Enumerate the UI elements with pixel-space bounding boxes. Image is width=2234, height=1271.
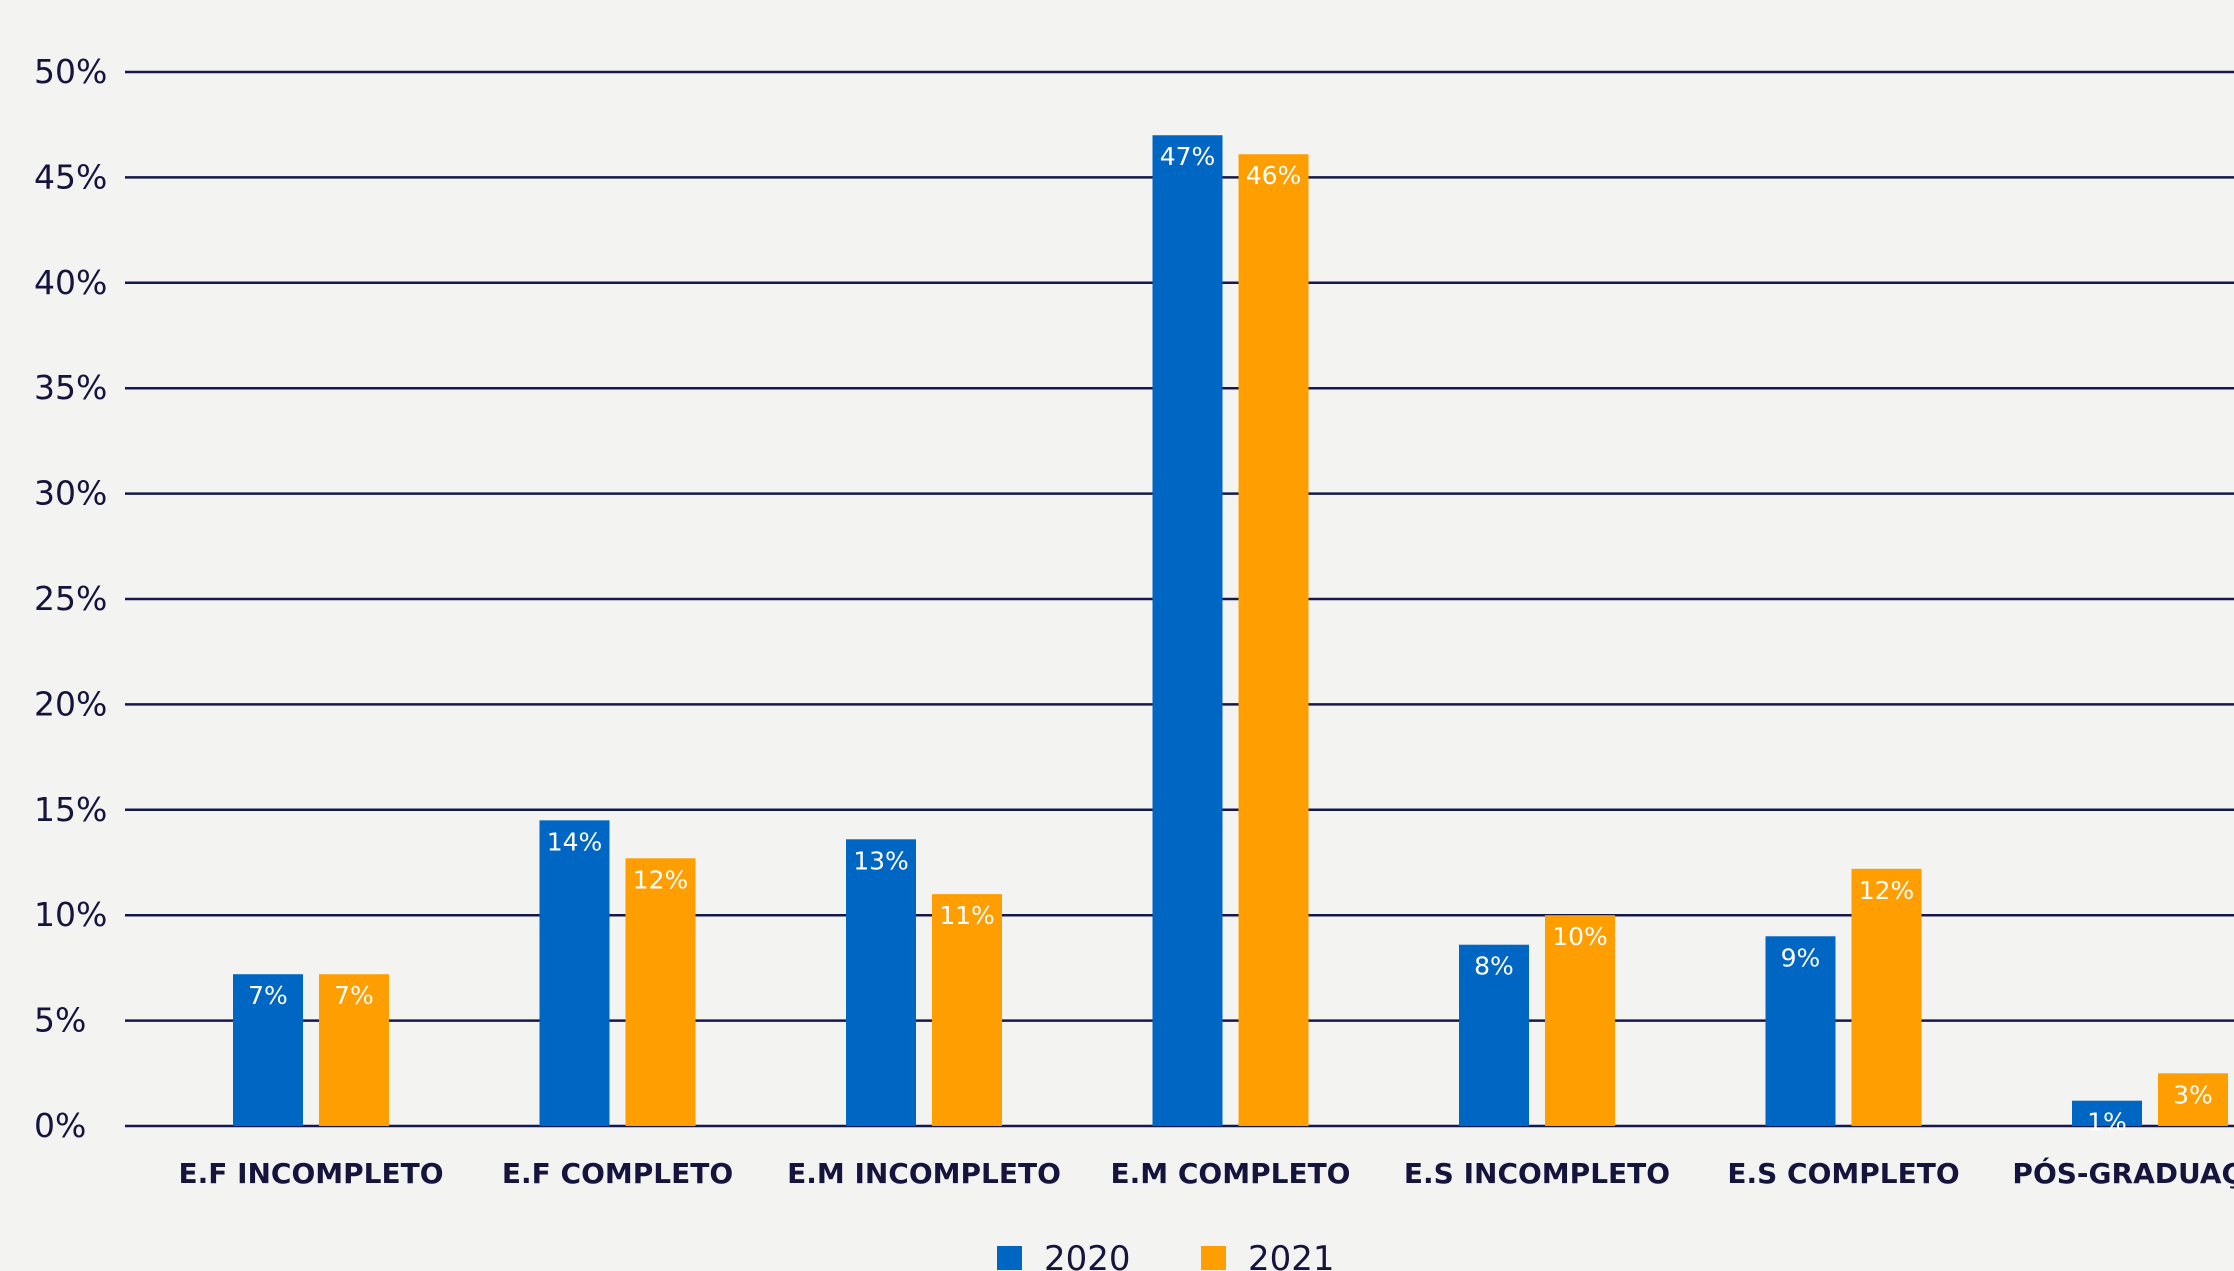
bar-2021 (2158, 1073, 2228, 1126)
y-tick-label: 10% (34, 895, 107, 934)
data-label: 8% (1474, 952, 1514, 981)
bar-2021 (625, 858, 696, 1126)
bar-2021 (319, 974, 389, 1126)
y-tick-label: 30% (34, 474, 107, 513)
data-label: 46% (1246, 161, 1302, 190)
bar-2021 (1851, 868, 1922, 1126)
x-category-label: E.S INCOMPLETO (1404, 1157, 1670, 1190)
bar-2020 (1459, 944, 1529, 1126)
data-label: 1% (2087, 1108, 2127, 1137)
legend-swatch-2021 (1201, 1246, 1226, 1270)
y-tick-label: 25% (34, 579, 107, 618)
bar-2020 (1765, 936, 1836, 1126)
y-tick-label: 0% (34, 1106, 86, 1145)
data-label: 14% (547, 827, 603, 856)
legend-label-2020: 2020 (1044, 1239, 1131, 1271)
data-label: 7% (248, 981, 288, 1010)
bar-2020 (1152, 135, 1223, 1127)
bar-2021 (1238, 154, 1309, 1126)
x-category-label: E.M INCOMPLETO (787, 1157, 1061, 1190)
bar-2020 (846, 839, 916, 1126)
data-label: 3% (2173, 1080, 2213, 1109)
data-label: 10% (1552, 922, 1608, 951)
bar-2020 (233, 974, 303, 1126)
y-tick-label: 50% (34, 52, 107, 91)
y-tick-label: 20% (34, 684, 107, 723)
data-label: 12% (633, 865, 689, 894)
bar-2021 (932, 894, 1002, 1126)
legend-swatch-2020 (997, 1246, 1022, 1270)
y-tick-label: 15% (34, 790, 107, 829)
data-label: 9% (1781, 943, 1821, 972)
data-label: 47% (1160, 142, 1216, 171)
y-tick-label: 45% (34, 157, 107, 196)
data-label: 7% (334, 981, 374, 1010)
y-tick-label: 35% (34, 368, 107, 407)
data-label: 11% (939, 901, 995, 930)
x-category-label: E.M COMPLETO (1111, 1157, 1351, 1190)
bar-2021 (1545, 915, 1615, 1126)
y-tick-label: 5% (34, 1001, 86, 1040)
x-category-label: E.F INCOMPLETO (178, 1157, 443, 1190)
legend-label-2021: 2021 (1248, 1239, 1335, 1271)
y-tick-label: 40% (34, 263, 107, 302)
bar-2020 (2072, 1100, 2142, 1126)
bar-2020 (539, 820, 610, 1126)
x-category-label: E.F COMPLETO (502, 1157, 733, 1190)
data-label: 12% (1859, 876, 1915, 905)
x-category-label: E.S COMPLETO (1727, 1157, 1959, 1190)
x-category-label: PÓS-GRADUAÇÃO (2012, 1156, 2234, 1190)
data-label: 13% (853, 846, 909, 875)
